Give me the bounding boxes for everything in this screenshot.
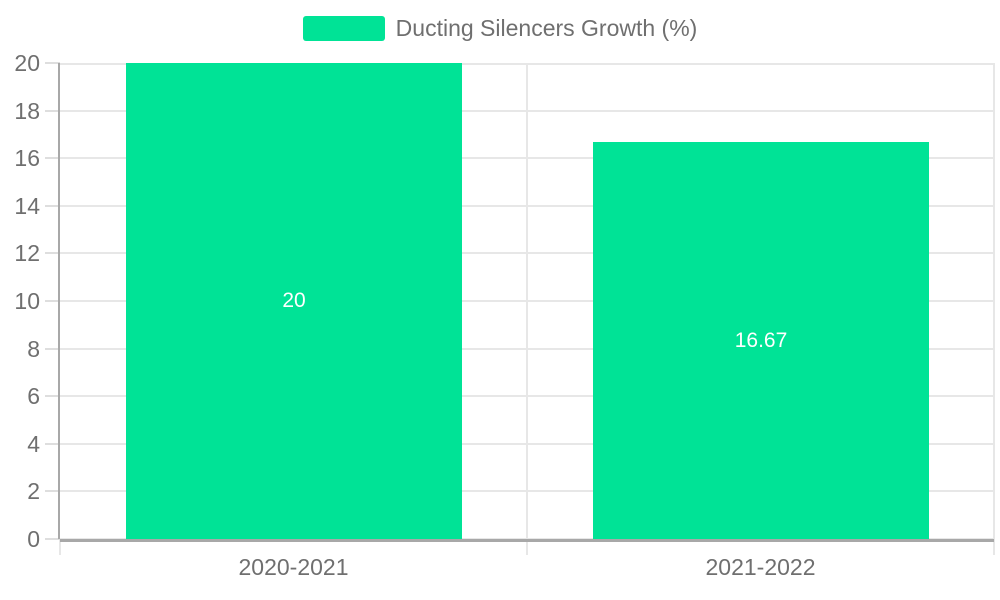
x-axis-line (60, 539, 994, 542)
y-axis-tick (45, 395, 60, 397)
y-axis-label: 4 (27, 431, 40, 457)
gridline-vertical (526, 63, 528, 555)
y-axis-label: 14 (14, 193, 40, 219)
y-axis-tick (45, 490, 60, 492)
y-axis-label: 6 (27, 383, 40, 409)
bar-data-label: 20 (282, 289, 306, 312)
y-axis-tick (45, 443, 60, 445)
bar[interactable]: 16.67 (593, 142, 929, 539)
y-axis-tick (45, 205, 60, 207)
legend-series-label: Ducting Silencers Growth (%) (395, 15, 698, 41)
y-axis-label: 10 (14, 288, 40, 314)
y-axis-tick (45, 252, 60, 254)
y-axis-label: 8 (27, 336, 40, 362)
y-axis-tick (45, 300, 60, 302)
y-axis-tick (45, 538, 60, 540)
y-axis-tick (45, 110, 60, 112)
y-axis-label: 16 (14, 145, 40, 171)
y-axis-label: 12 (14, 240, 40, 266)
y-axis-tick (45, 157, 60, 159)
plot-area: 20 16.67 (59, 63, 995, 555)
bar[interactable]: 20 (126, 63, 462, 539)
x-axis-tick (59, 539, 61, 555)
y-axis-label: 18 (14, 98, 40, 124)
x-axis-label: 2021-2022 (705, 554, 816, 580)
y-axis-line (58, 63, 60, 539)
y-axis-label: 0 (27, 526, 40, 552)
y-axis-tick (45, 62, 60, 64)
y-axis-label: 2 (27, 478, 40, 504)
bar-data-label: 16.67 (734, 328, 788, 352)
gridline-vertical (993, 63, 995, 555)
x-axis-label: 2020-2021 (238, 554, 349, 580)
y-axis-tick (45, 348, 60, 350)
y-axis-label: 20 (14, 50, 40, 76)
legend-swatch (302, 16, 385, 41)
legend[interactable]: Ducting Silencers Growth (%) (0, 16, 1000, 41)
